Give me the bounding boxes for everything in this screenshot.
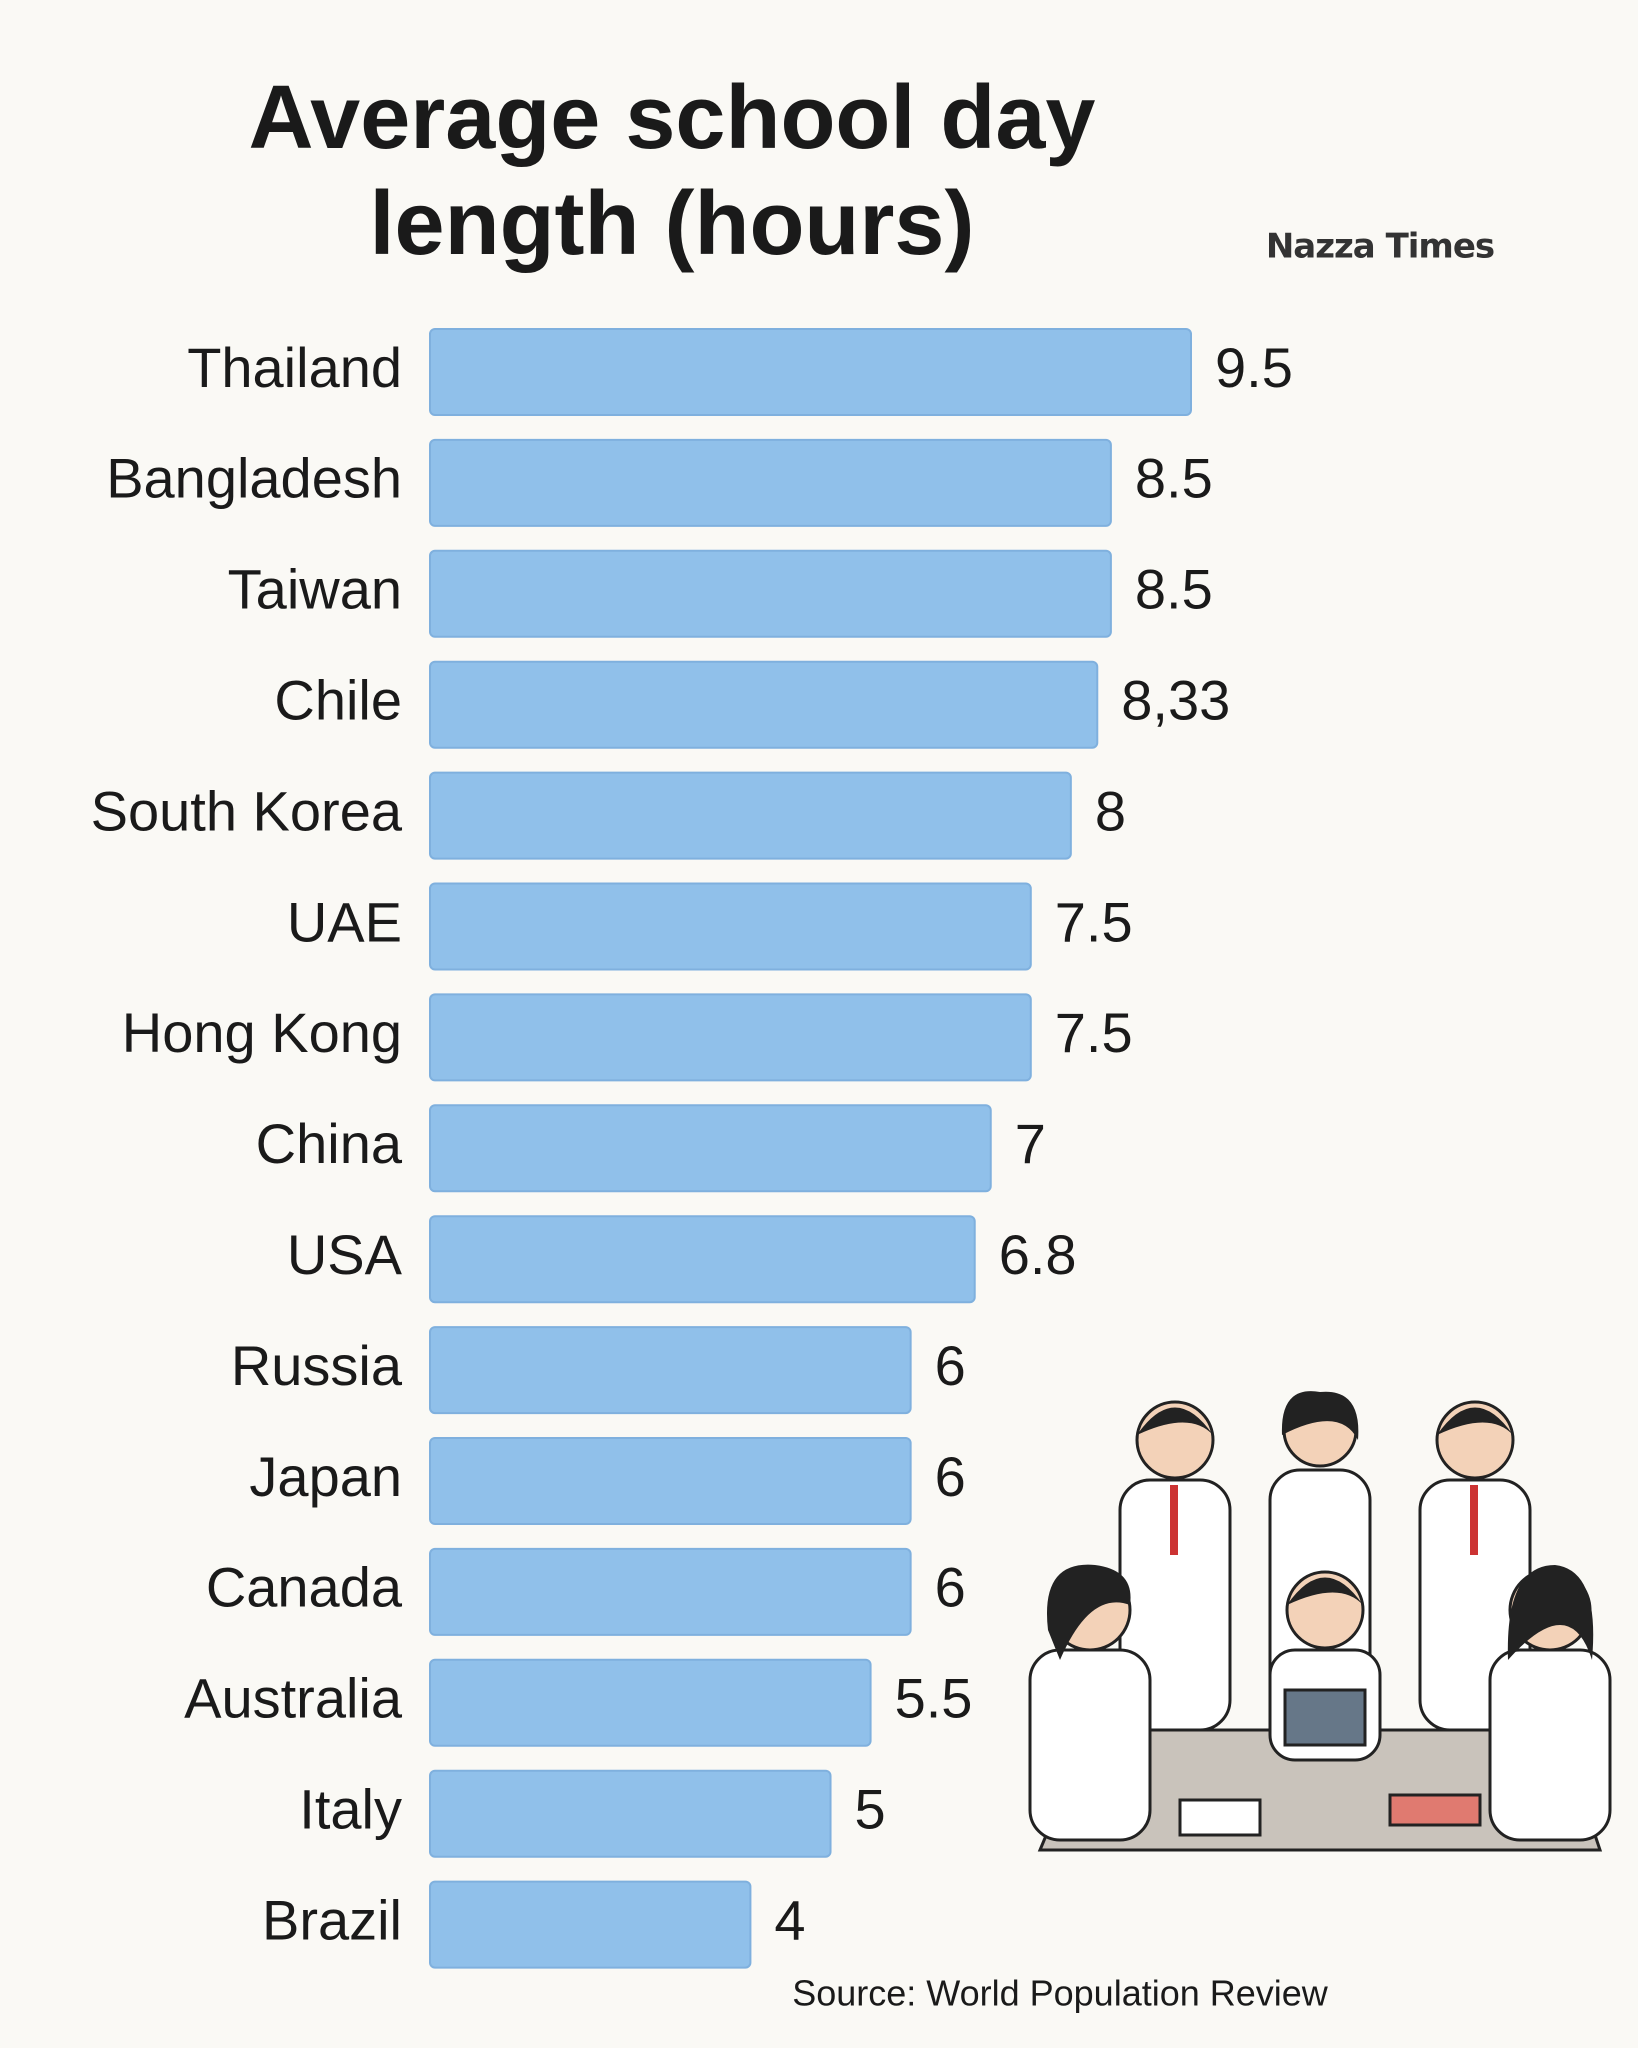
bar (429, 1104, 992, 1193)
bar (429, 1880, 752, 1969)
hair (1281, 1391, 1359, 1440)
value-label: 5.5 (895, 1667, 973, 1730)
bar (429, 1658, 872, 1747)
value-label: 6 (935, 1334, 966, 1397)
value-label: 6 (935, 1556, 966, 1619)
student (1268, 1570, 1382, 1762)
bar (429, 1437, 912, 1525)
illustration (1028, 1391, 1612, 1852)
source: Source: World Population Review (792, 1973, 1329, 2014)
bar (429, 1547, 912, 1636)
category-label: UAE (287, 890, 402, 953)
title-line: Average school day (248, 68, 1095, 168)
bar (429, 328, 1192, 416)
value-label: 6.8 (999, 1223, 1077, 1286)
tie (1170, 1485, 1178, 1555)
value-label: 9.5 (1215, 336, 1293, 399)
bar (429, 438, 1112, 527)
hair (1437, 1407, 1513, 1435)
value-label: 7 (1015, 1112, 1046, 1175)
hair (1287, 1577, 1363, 1605)
book (1283, 1688, 1367, 1747)
value-label: 5 (855, 1777, 886, 1840)
category-label: Australia (184, 1667, 403, 1730)
bar (429, 1769, 832, 1858)
category-label: Thailand (187, 336, 402, 399)
category-label: USA (287, 1223, 403, 1286)
category-label: South Korea (91, 779, 403, 842)
hair (1137, 1407, 1213, 1435)
tie (1470, 1485, 1478, 1555)
hair (1046, 1564, 1131, 1660)
shirt (1488, 1648, 1612, 1842)
value-label: 7.5 (1055, 1001, 1133, 1064)
category-label: Canada (206, 1556, 403, 1619)
student (1028, 1564, 1152, 1842)
value-label: 8.5 (1135, 558, 1213, 621)
bar (429, 549, 1112, 638)
value-label: 8 (1095, 779, 1126, 842)
notebook (1388, 1793, 1482, 1827)
hair (1507, 1565, 1594, 1660)
title-line: length (hours) (370, 174, 975, 274)
category-label: Japan (249, 1445, 402, 1508)
category-label: Brazil (262, 1888, 402, 1951)
category-label: Russia (231, 1334, 403, 1397)
bar (429, 660, 1099, 749)
bar (429, 882, 1032, 971)
category-label: Hong Kong (122, 1001, 402, 1064)
category-label: Taiwan (228, 558, 402, 621)
shirt (1028, 1648, 1152, 1842)
notebook (1178, 1798, 1262, 1837)
value-label: 7.5 (1055, 890, 1133, 953)
value-label: 4 (774, 1888, 805, 1951)
category-label: Italy (299, 1777, 402, 1840)
value-label: 8.5 (1135, 447, 1213, 510)
student (1488, 1565, 1612, 1842)
bar (429, 993, 1032, 1082)
brand: Nazza Times (1266, 227, 1494, 267)
chart-title: Average school day length (hours) (248, 68, 1095, 274)
category-label: China (256, 1112, 403, 1175)
value-label: 8,33 (1121, 668, 1230, 731)
category-label: Bangladesh (106, 447, 402, 510)
bar (429, 771, 1072, 860)
category-label: Chile (274, 668, 402, 731)
bar (429, 1326, 912, 1415)
value-label: 6 (935, 1445, 966, 1508)
bar (429, 1215, 976, 1304)
